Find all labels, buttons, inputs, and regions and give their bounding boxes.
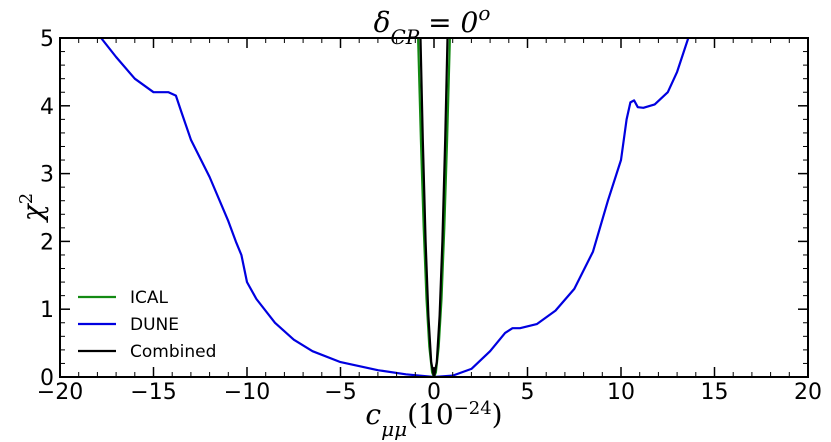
y-tick-label: 4 [40, 95, 54, 120]
x-axis-label: cμμ(10−24) [365, 398, 502, 442]
series-line-ical [417, 38, 451, 377]
y-tick-label: 1 [40, 298, 54, 323]
y-axis-label: χ2 [16, 193, 50, 223]
x-tick-label: 20 [794, 380, 822, 405]
legend-item-combined: Combined [78, 342, 216, 362]
series-layer [100, 38, 690, 377]
legend-label: ICAL [130, 288, 169, 308]
x-tick-label: 10 [607, 380, 635, 405]
plot-frame [59, 37, 809, 378]
x-tick-label: 0 [427, 380, 441, 405]
x-tick-label: −15 [130, 380, 176, 405]
x-tick-label: 5 [521, 380, 535, 405]
x-tick-label: −20 [37, 380, 83, 405]
y-tick-label: 5 [40, 27, 54, 52]
y-tick-label: 2 [40, 230, 54, 255]
series-line-dune [100, 38, 690, 377]
legend-label: Combined [130, 342, 216, 362]
chart-title: δCP = 0o [374, 1, 491, 49]
x-tick-label: −10 [224, 380, 270, 405]
series-line-combined [419, 38, 449, 377]
x-tick-label: −5 [324, 380, 356, 405]
y-tick-labels: 0 1 2 3 4 5 [40, 27, 54, 391]
legend: ICAL DUNE Combined [78, 288, 216, 362]
x-tick-labels: −20 −15 −10 −5 0 5 10 15 20 [37, 380, 822, 405]
y-tick-label: 3 [40, 163, 54, 188]
x-tick-label: 15 [701, 380, 729, 405]
legend-item-dune: DUNE [78, 315, 179, 335]
y-tick-label: 0 [40, 366, 54, 391]
legend-item-ical: ICAL [78, 288, 169, 308]
legend-label: DUNE [130, 315, 179, 335]
